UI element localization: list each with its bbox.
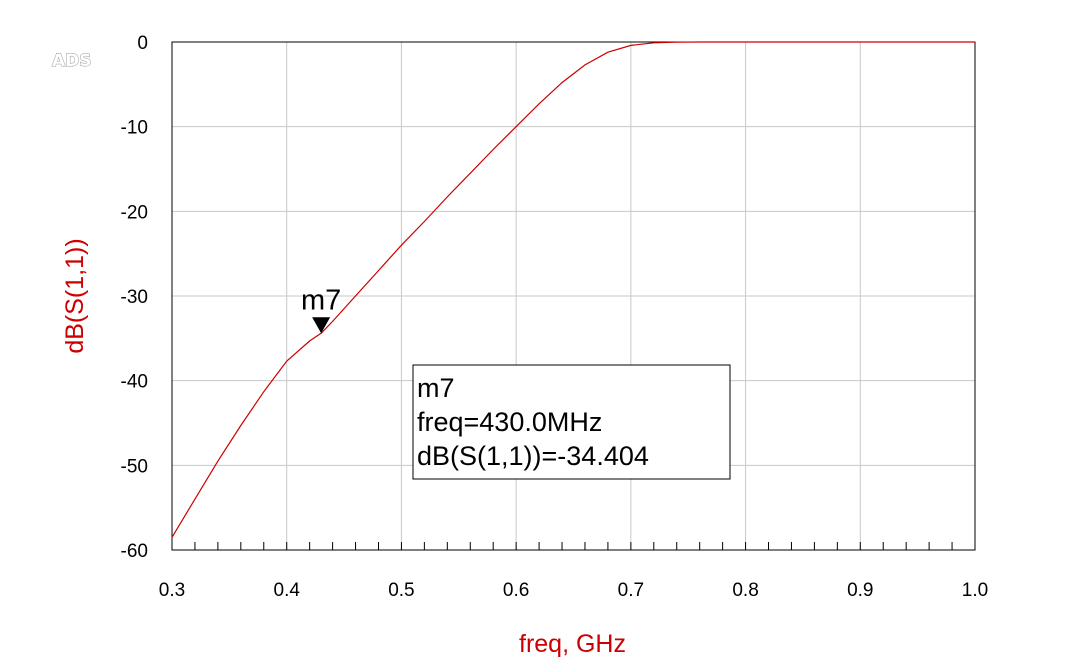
y-tick-labels: 0 -10 -20 -30 -40 -50 -60 (121, 33, 148, 562)
s11-trace (171, 41, 975, 538)
minor-ticks (171, 542, 976, 550)
x-tick-label: 0.3 (159, 580, 185, 601)
x-axis-title: freq, GHz (519, 630, 626, 658)
readout-marker-name: m7 (417, 373, 455, 403)
readout-value: dB(S(1,1))=-34.404 (417, 441, 649, 471)
y-tick-label: -50 (121, 456, 148, 477)
ads-watermark: ADS (52, 51, 92, 71)
readout-frame (412, 364, 731, 480)
marker-m7[interactable]: m7 (301, 284, 341, 334)
marker-readout-box[interactable]: m7 freq=430.0MHz dB(S(1,1))=-34.404 (412, 364, 731, 480)
x-tick-label: 0.6 (503, 580, 529, 601)
readout-freq: freq=430.0MHz (417, 407, 602, 437)
y-tick-label: -40 (121, 372, 148, 393)
marker-label: m7 (301, 284, 341, 316)
y-tick-label: -60 (121, 541, 148, 562)
y-tick-label: -10 (121, 118, 148, 139)
x-tick-label: 0.4 (274, 580, 301, 601)
y-tick-label: -30 (121, 287, 148, 308)
plot-frame (171, 41, 976, 551)
y-tick-label: 0 (137, 33, 148, 54)
x-tick-label: 0.5 (388, 580, 414, 601)
marker-triangle-icon[interactable] (312, 317, 331, 334)
x-tick-label: 0.9 (847, 580, 873, 601)
x-tick-label: 0.7 (618, 580, 644, 601)
x-tick-label: 1.0 (962, 580, 988, 601)
y-axis-title: dB(S(1,1)) (61, 238, 89, 353)
y-tick-label: -20 (121, 202, 148, 223)
x-tick-label: 0.8 (732, 580, 758, 601)
x-tick-labels: 0.3 0.4 0.5 0.6 0.7 0.8 0.9 1.0 (159, 580, 988, 601)
